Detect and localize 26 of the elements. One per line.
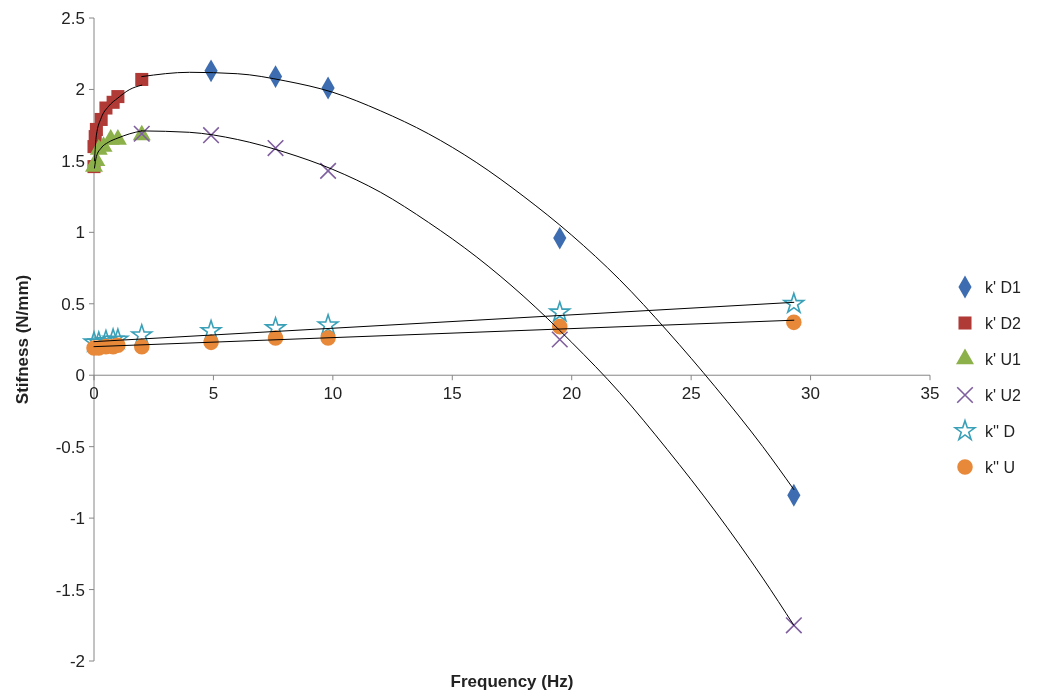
legend-label: k' D1 — [985, 278, 1022, 296]
legend-label: k' U1 — [985, 350, 1022, 368]
legend-label: k' U2 — [985, 386, 1022, 404]
legend-label: k' D2 — [985, 314, 1022, 332]
y-tick-label: 0 — [75, 366, 85, 386]
x-tick-label: 10 — [323, 384, 343, 404]
y-tick-label: -1 — [69, 509, 85, 529]
y-tick-label: -0.5 — [55, 437, 85, 457]
y-tick-label: 1.5 — [61, 151, 85, 171]
x-tick-label: 30 — [801, 384, 821, 404]
y-tick-label: 2.5 — [61, 8, 85, 28]
x-tick-label: 20 — [562, 384, 582, 404]
y-axis-title: Stifness (N/mm) — [13, 274, 32, 405]
y-tick-label: 1 — [75, 223, 85, 243]
y-tick-label: 2 — [75, 80, 85, 100]
x-tick-label: 0 — [89, 384, 99, 404]
x-axis-title: Frequency (Hz) — [450, 672, 574, 691]
x-tick-label: 15 — [442, 384, 462, 404]
legend-label: k'' D — [985, 422, 1016, 440]
x-tick-label: 5 — [208, 384, 219, 404]
x-tick-label: 25 — [681, 384, 701, 404]
x-tick-label: 35 — [920, 384, 940, 404]
legend-label: k'' U — [985, 458, 1016, 476]
y-tick-label: -2 — [69, 651, 85, 671]
y-tick-label: 0.5 — [61, 294, 85, 314]
y-tick-label: -1.5 — [55, 580, 85, 600]
